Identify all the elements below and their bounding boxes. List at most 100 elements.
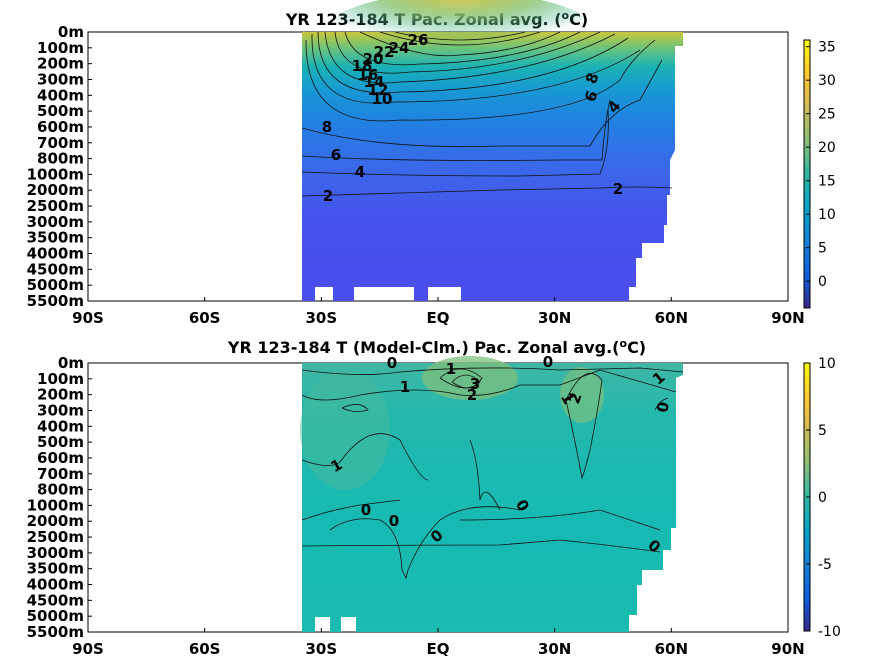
contour-label: 3 bbox=[470, 375, 480, 393]
colorbar-tick-label: 5 bbox=[818, 423, 827, 439]
temperature-panel: YR 123-184 T Pac. Zonal avg. (oC) 26 24 … bbox=[27, 0, 836, 327]
y-tick-label: 5500m bbox=[27, 292, 84, 310]
y-tick-label: 700m bbox=[37, 134, 84, 152]
y-tick-label: 0m bbox=[58, 354, 84, 372]
y-tick-label: 4500m bbox=[27, 260, 84, 278]
y-tick-label: 5000m bbox=[27, 607, 84, 625]
y-tick-label: 200m bbox=[37, 386, 84, 404]
contour-label: 24 bbox=[389, 39, 410, 57]
bottom-chart-title: YR 123-184 T (Model-Clm.) Pac. Zonal avg… bbox=[227, 337, 646, 357]
anomaly-warm-region bbox=[300, 370, 390, 490]
contour-label: 12 bbox=[368, 81, 389, 99]
top-contours bbox=[301, 31, 673, 197]
y-tick-label: 3000m bbox=[27, 213, 84, 231]
y-tick-label: 4500m bbox=[27, 591, 84, 609]
contour-label: 10 bbox=[372, 90, 393, 108]
top-colorbar bbox=[803, 39, 811, 309]
bottom-y-axis: 0m100m200m300m400m500m600m700m800m1000m2… bbox=[27, 354, 92, 641]
colorbar-tick-label: 0 bbox=[818, 274, 827, 290]
colorbar-tick-label: 10 bbox=[818, 356, 836, 372]
contour-label: 0 bbox=[653, 400, 673, 413]
x-tick-label: 30S bbox=[305, 640, 337, 656]
contour-label: 4 bbox=[355, 163, 365, 181]
colorbar-tick-label: 0 bbox=[818, 490, 827, 506]
colorbar-tick-label: 20 bbox=[818, 140, 836, 156]
colorbar-tick-label: 15 bbox=[818, 174, 836, 190]
colorbar-tick-label: 10 bbox=[818, 207, 836, 223]
x-tick-label: 90S bbox=[72, 309, 104, 327]
y-tick-label: 100m bbox=[37, 39, 84, 57]
y-tick-label: 700m bbox=[37, 465, 84, 483]
top-warm-pool bbox=[325, 0, 595, 72]
colorbar-tick-label: 5 bbox=[818, 241, 827, 257]
anomaly-panel: YR 123-184 T (Model-Clm.) Pac. Zonal avg… bbox=[27, 337, 841, 656]
x-tick-label: 60S bbox=[189, 309, 221, 327]
y-tick-label: 1000m bbox=[27, 496, 84, 514]
y-tick-label: 200m bbox=[37, 55, 84, 73]
x-tick-label: 30N bbox=[538, 309, 571, 327]
x-tick-label: 60N bbox=[655, 309, 688, 327]
y-tick-label: 2500m bbox=[27, 528, 84, 546]
x-tick-label: 90N bbox=[771, 640, 804, 656]
y-tick-label: 5500m bbox=[27, 623, 84, 641]
colorbar-tick-label: 30 bbox=[818, 73, 836, 89]
y-tick-label: 0m bbox=[58, 23, 84, 41]
bottom-contours bbox=[301, 367, 684, 580]
anomaly-warm-core bbox=[422, 356, 518, 400]
y-tick-label: 100m bbox=[37, 370, 84, 388]
contour-label: 20 bbox=[363, 50, 384, 68]
x-tick-label: 60N bbox=[655, 640, 688, 656]
y-tick-label: 4000m bbox=[27, 245, 84, 263]
contour-label: 16 bbox=[358, 66, 379, 84]
contour-label: 2 bbox=[613, 180, 623, 198]
y-tick-label: 800m bbox=[37, 481, 84, 499]
y-tick-label: 4000m bbox=[27, 576, 84, 594]
x-tick-label: 90N bbox=[771, 309, 804, 327]
y-tick-label: 300m bbox=[37, 70, 84, 88]
y-tick-label: 600m bbox=[37, 118, 84, 136]
top-colorbar-ticks: 35 30 25 20 15 10 5 0 bbox=[806, 40, 836, 290]
colorbar-tick-label: -10 bbox=[818, 624, 841, 640]
top-temperature-field bbox=[302, 32, 683, 301]
y-tick-label: 2500m bbox=[27, 197, 84, 215]
colorbar-tick-label: -5 bbox=[818, 557, 832, 573]
y-tick-label: 400m bbox=[37, 417, 84, 435]
colorbar-tick-label: 25 bbox=[818, 107, 836, 123]
contour-label: 0 bbox=[543, 353, 553, 371]
top-x-axis: 90S 60S 30S EQ 30N 60N 90N bbox=[72, 297, 805, 327]
contour-label: 2 bbox=[467, 386, 477, 404]
contour-label: 6 bbox=[331, 146, 341, 164]
x-tick-label: 30N bbox=[538, 640, 571, 656]
y-tick-label: 3500m bbox=[27, 560, 84, 578]
y-tick-label: 3000m bbox=[27, 544, 84, 562]
y-tick-label: 500m bbox=[37, 102, 84, 120]
contour-label: 8 bbox=[322, 118, 332, 136]
y-tick-label: 800m bbox=[37, 150, 84, 168]
y-tick-label: 5000m bbox=[27, 276, 84, 294]
bottom-x-axis: 90S 60S 30S EQ 30N 60N 90N bbox=[72, 628, 805, 656]
y-tick-label: 500m bbox=[37, 433, 84, 451]
y-tick-label: 400m bbox=[37, 86, 84, 104]
colorbar-tick-label: 35 bbox=[818, 40, 836, 56]
x-tick-label: 90S bbox=[72, 640, 104, 656]
contour-label: 14 bbox=[364, 73, 385, 91]
contour-label: 1 bbox=[446, 360, 456, 378]
y-tick-label: 2000m bbox=[27, 512, 84, 530]
contour-label: 2 bbox=[323, 187, 333, 205]
contour-label: 0 bbox=[387, 354, 397, 372]
contour-label: 18 bbox=[352, 57, 373, 75]
x-tick-label: 30S bbox=[305, 309, 337, 327]
contour-label: 0 bbox=[361, 501, 371, 519]
bottom-colorbar-ticks: 10 5 0 -5 -10 bbox=[806, 356, 841, 640]
contour-label: 1 bbox=[400, 378, 410, 396]
x-tick-label: 60S bbox=[189, 640, 221, 656]
contour-label: 22 bbox=[374, 43, 395, 61]
contour-label: 26 bbox=[408, 31, 429, 49]
y-tick-label: 600m bbox=[37, 449, 84, 467]
y-tick-label: 300m bbox=[37, 401, 84, 419]
x-tick-label: EQ bbox=[427, 640, 450, 656]
y-tick-label: 1000m bbox=[27, 165, 84, 183]
y-tick-label: 2000m bbox=[27, 181, 84, 199]
x-tick-label: EQ bbox=[427, 309, 450, 327]
